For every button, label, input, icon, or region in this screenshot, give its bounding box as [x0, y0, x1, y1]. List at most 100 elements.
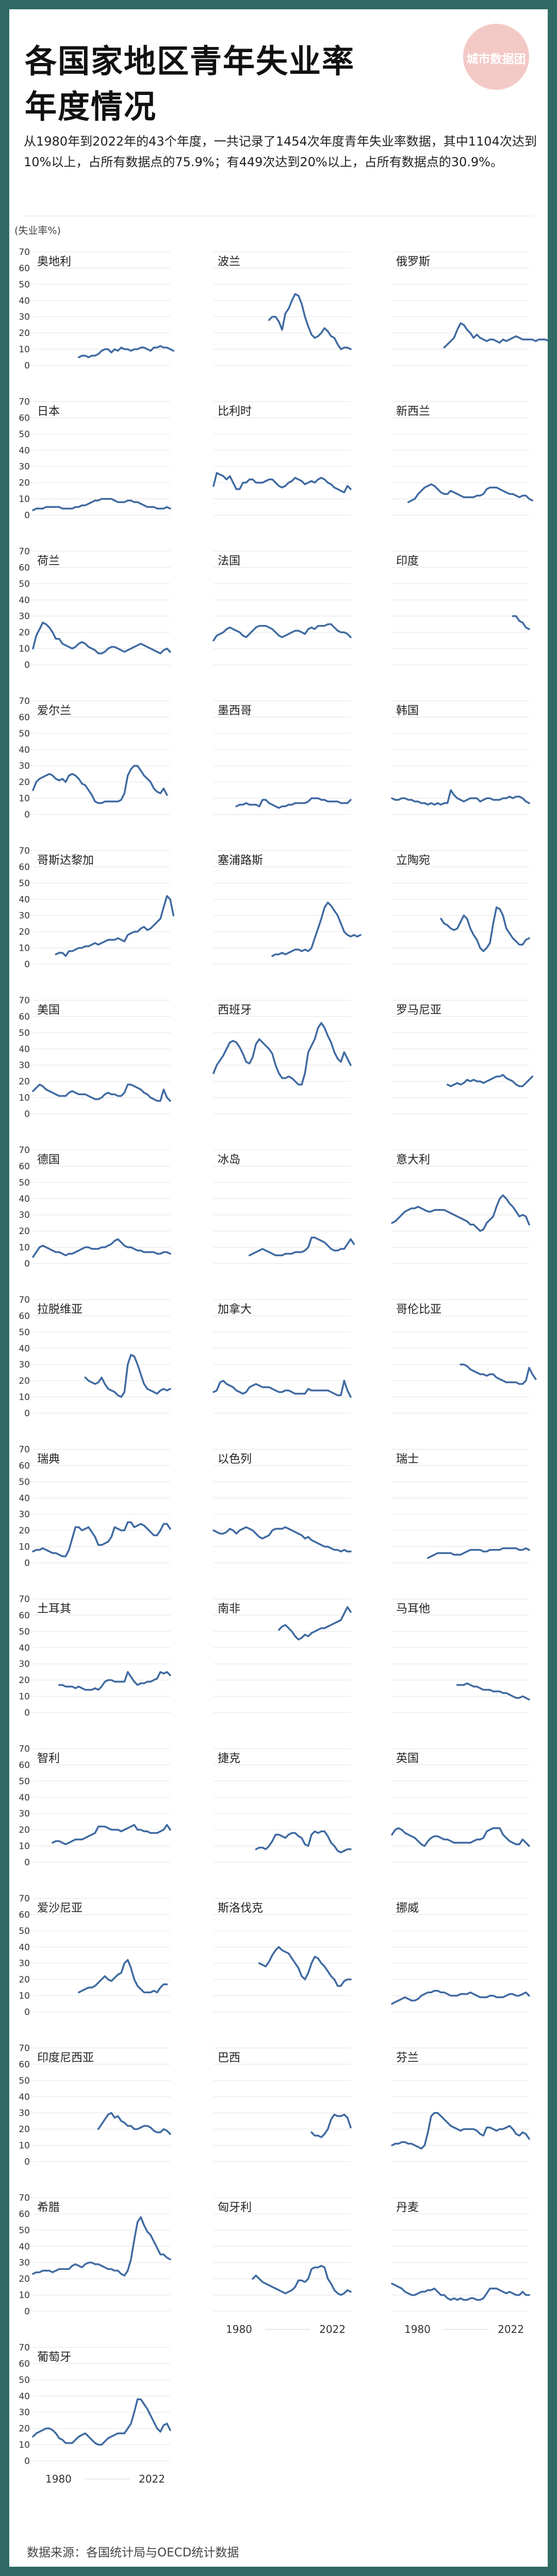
series-line [248, 1236, 355, 1257]
panel-title: 瑞典 [37, 1453, 60, 1466]
panel-title: 法国 [218, 555, 240, 568]
series-line [255, 1830, 352, 1853]
series-line [268, 293, 352, 350]
y-tick-label: 70 [19, 1295, 30, 1305]
series-line [32, 1521, 171, 1558]
y-tick-label: 70 [19, 696, 30, 707]
y-tick-label: 30 [19, 1061, 30, 1071]
panel-title: 印度尼西亚 [37, 2052, 94, 2065]
y-tick-label: 10 [19, 1243, 30, 1253]
page-title-line1: 各国家地区青年失业率 [25, 42, 355, 80]
series-line [258, 1946, 352, 1987]
y-tick-label: 70 [19, 2343, 30, 2353]
y-tick-label: 0 [24, 1409, 30, 1419]
panel-title: 罗马尼亚 [396, 1004, 441, 1017]
series-line [460, 1363, 537, 1385]
series-line [32, 2216, 171, 2277]
y-tick-label: 50 [19, 1926, 30, 1937]
y-tick-label: 10 [19, 345, 30, 355]
y-tick-label: 20 [19, 1376, 30, 1386]
y-tick-label: 60 [19, 1910, 30, 1920]
panel-title: 土耳其 [37, 1603, 71, 1615]
y-tick-label: 10 [19, 1692, 30, 1702]
panel-title: 南非 [218, 1603, 240, 1615]
panel-title: 匈牙利 [218, 2201, 252, 2214]
y-tick-label: 50 [19, 579, 30, 589]
y-tick-label: 30 [19, 1360, 30, 1370]
panel-title: 芬兰 [396, 2052, 419, 2065]
series-line [443, 322, 548, 349]
y-tick-label: 0 [24, 1109, 30, 1119]
panel-title: 丹麦 [396, 2201, 419, 2214]
y-tick-label: 70 [19, 1445, 30, 1455]
panel-title: 比利时 [218, 405, 252, 418]
y-tick-label: 30 [19, 2408, 30, 2418]
series-line [55, 895, 175, 957]
panel-title: 新西兰 [396, 405, 430, 418]
y-tick-label: 0 [24, 361, 30, 371]
series-line [252, 2265, 352, 2296]
y-tick-label: 10 [19, 1093, 30, 1103]
y-tick-label: 70 [19, 1744, 30, 1754]
series-line [32, 1238, 171, 1258]
y-tick-label: 20 [19, 2124, 30, 2135]
x-tick-label: 1980 [226, 2323, 252, 2335]
brand-logo: 城市数据团 [463, 24, 529, 90]
panel-title: 智利 [37, 1752, 60, 1765]
y-tick-label: 0 [24, 2456, 30, 2467]
y-tick-label: 60 [19, 2209, 30, 2219]
y-tick-label: 30 [19, 1809, 30, 1819]
panel-title: 日本 [37, 405, 60, 418]
panel-title: 捷克 [218, 1752, 240, 1765]
y-tick-label: 30 [19, 2258, 30, 2268]
series-line [212, 1526, 352, 1553]
y-tick-label: 40 [19, 1493, 30, 1503]
series-line [427, 1547, 530, 1559]
y-tick-label: 10 [19, 794, 30, 804]
y-tick-label: 50 [19, 1777, 30, 1787]
series-line [32, 621, 171, 654]
y-tick-label: 20 [19, 2424, 30, 2434]
x-tick-label: 2022 [498, 2323, 524, 2335]
panel-title: 塞浦路斯 [218, 854, 263, 867]
y-tick-label: 0 [24, 2157, 30, 2167]
y-tick-label: 0 [24, 1259, 30, 1269]
y-tick-label: 50 [19, 1477, 30, 1487]
panel-title: 韩国 [396, 705, 419, 717]
y-tick-label: 0 [24, 810, 30, 820]
panel-title: 哥伦比亚 [396, 1303, 441, 1316]
y-tick-label: 10 [19, 1842, 30, 1852]
y-tick-label: 60 [19, 1760, 30, 1770]
series-line [391, 1827, 530, 1847]
panel-title: 意大利 [396, 1154, 430, 1166]
y-tick-label: 20 [19, 777, 30, 788]
panel-title: 葡萄牙 [37, 2351, 71, 2364]
y-tick-label: 10 [19, 1393, 30, 1403]
y-tick-label: 70 [19, 1145, 30, 1156]
y-tick-label: 20 [19, 478, 30, 488]
y-tick-label: 70 [19, 547, 30, 557]
series-line [391, 2282, 530, 2301]
y-tick-label: 50 [19, 2076, 30, 2086]
y-tick-label: 60 [19, 2059, 30, 2070]
y-tick-label: 30 [19, 612, 30, 622]
series-line [77, 1959, 168, 1994]
y-tick-label: 40 [19, 894, 30, 905]
panel-title: 英国 [396, 1752, 419, 1765]
series-line [446, 1074, 534, 1087]
panel-title: 加拿大 [218, 1303, 252, 1316]
y-tick-label: 50 [19, 2375, 30, 2386]
y-tick-label: 50 [19, 729, 30, 739]
y-tick-label: 0 [24, 1558, 30, 1569]
y-tick-label: 40 [19, 2242, 30, 2252]
y-tick-label: 60 [19, 862, 30, 872]
y-tick-label: 60 [19, 263, 30, 274]
y-tick-label: 40 [19, 2092, 30, 2102]
y-tick-label: 40 [19, 1643, 30, 1653]
y-tick-label: 40 [19, 1942, 30, 1953]
y-tick-label: 20 [19, 1975, 30, 1985]
y-tick-label: 60 [19, 1311, 30, 1321]
panel-title: 哥斯达黎加 [37, 854, 94, 867]
y-tick-label: 60 [19, 1012, 30, 1022]
y-tick-label: 10 [19, 2291, 30, 2301]
